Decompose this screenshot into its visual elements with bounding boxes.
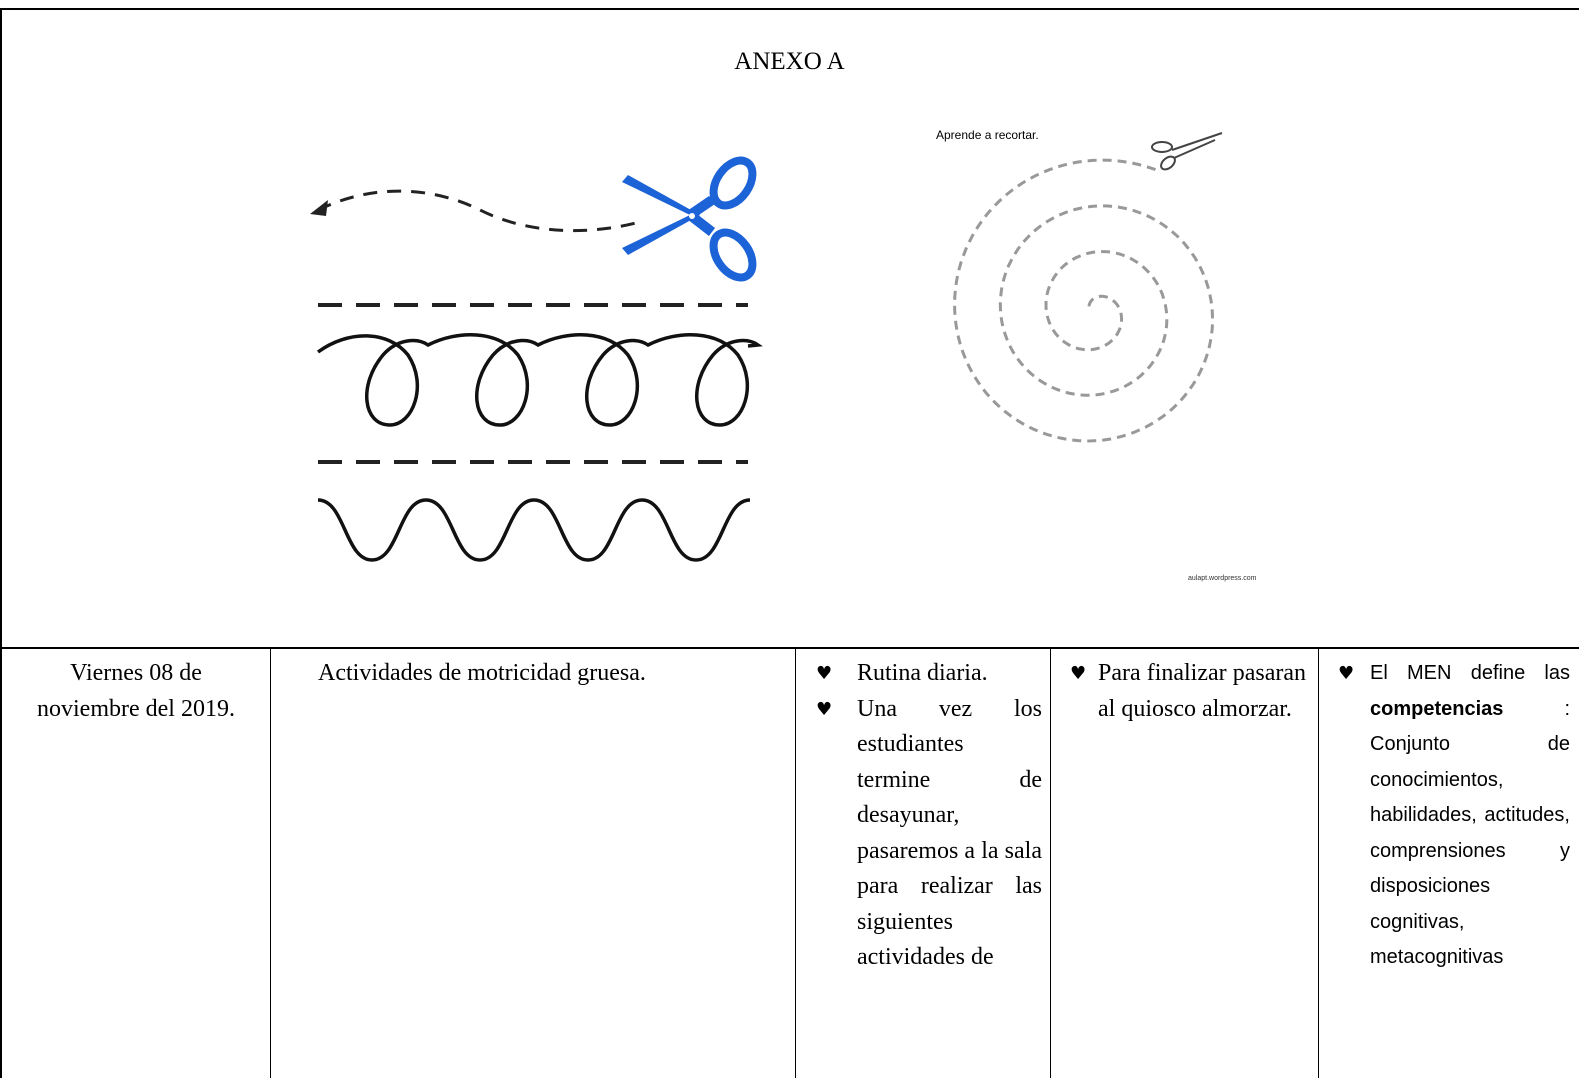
table-border	[1050, 648, 1051, 1078]
text: : Conjunto de conocimientos, habilidades…	[1370, 697, 1570, 969]
image-caption: Aprende a recortar.	[936, 128, 1039, 142]
small-scissors	[1151, 132, 1223, 171]
table-border	[1318, 648, 1319, 1078]
cutting-illustrations: Aprende a recortar. aulapt.wordpress.com	[310, 128, 1257, 582]
competencias-list: El MEN define las competencias : Conjunt…	[1338, 656, 1570, 976]
image-credit: aulapt.wordpress.com	[1188, 575, 1257, 582]
table-border	[270, 648, 271, 1078]
list-item: Una vez los estudiantes termine de desay…	[816, 692, 1042, 976]
closing-list: Para finalizar pasaran al quiosco almorz…	[1070, 656, 1306, 727]
table-border	[0, 647, 1579, 649]
date-cell: Viernes 08 de noviembre del 2019.	[37, 660, 235, 722]
list-item: Para finalizar pasaran al quiosco almorz…	[1070, 656, 1306, 727]
routine-list: Rutina diaria. Una vez los estudiantes t…	[816, 656, 1042, 976]
annex-title: ANEXO A	[734, 48, 845, 75]
arrow-head	[310, 200, 328, 216]
activity-cell: Actividades de motricidad gruesa.	[318, 660, 646, 686]
loop-line	[316, 333, 763, 427]
text: El MEN define las	[1370, 662, 1570, 684]
list-item: Rutina diaria.	[816, 656, 1042, 692]
blue-scissors	[622, 156, 757, 282]
wave-line	[317, 498, 751, 562]
list-item: El MEN define las competencias : Conjunt…	[1338, 656, 1570, 976]
table-border	[795, 648, 796, 1078]
dashed-spiral	[953, 158, 1214, 443]
table-border	[0, 8, 2, 1078]
table-border	[0, 8, 1579, 10]
dashed-curve	[317, 189, 641, 233]
bold-term: competencias	[1370, 697, 1504, 720]
